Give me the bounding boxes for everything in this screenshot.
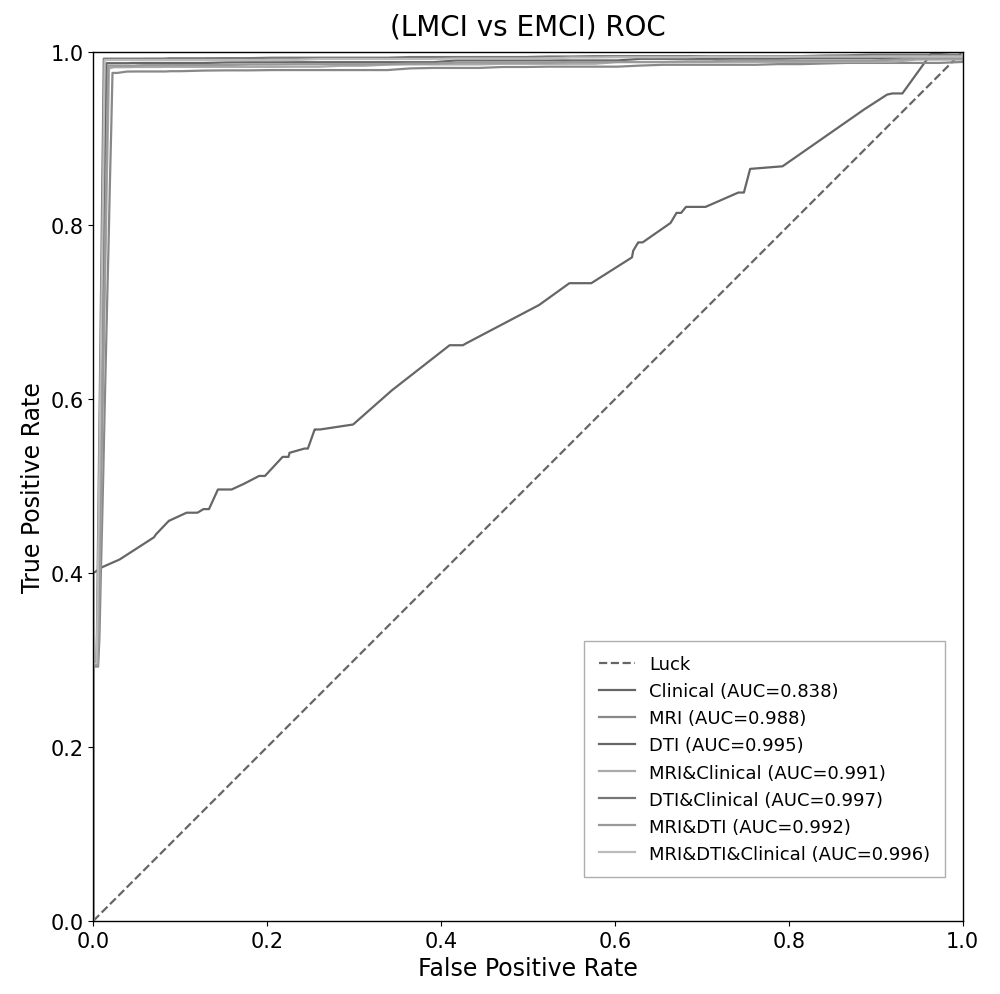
Clinical (AUC=0.838) [948, 47, 960, 59]
DTI&Clinical (AUC=0.997) [87, 914, 99, 926]
Line: MRI&Clinical (AUC=0.991): MRI&Clinical (AUC=0.991) [93, 53, 963, 920]
DTI&Clinical (AUC=0.997) [120, 54, 132, 66]
MRI (AUC=0.988) [87, 914, 99, 926]
Line: Clinical (AUC=0.838): Clinical (AUC=0.838) [93, 53, 963, 920]
MRI&DTI&Clinical (AUC=0.996) [126, 55, 138, 67]
MRI&DTI&Clinical (AUC=0.996) [96, 230, 108, 242]
DTI&Clinical (AUC=0.997) [96, 227, 108, 239]
Clinical (AUC=0.838) [253, 470, 265, 482]
MRI&DTI&Clinical (AUC=0.996) [93, 459, 105, 471]
MRI&Clinical (AUC=0.991) [87, 914, 99, 926]
MRI&DTI&Clinical (AUC=0.996) [957, 47, 969, 59]
Clinical (AUC=0.838) [221, 484, 233, 496]
MRI&Clinical (AUC=0.991) [96, 459, 108, 471]
MRI&Clinical (AUC=0.991) [91, 660, 103, 672]
DTI&Clinical (AUC=0.997) [125, 54, 137, 66]
DTI (AUC=0.995) [957, 47, 969, 59]
MRI (AUC=0.988) [103, 240, 115, 251]
MRI&DTI (AUC=0.992) [312, 60, 324, 72]
Line: DTI (AUC=0.995): DTI (AUC=0.995) [93, 53, 963, 920]
Clinical (AUC=0.838) [87, 914, 99, 926]
MRI&DTI&Clinical (AUC=0.996) [87, 914, 99, 926]
MRI (AUC=0.988) [97, 465, 109, 477]
Legend: Luck, Clinical (AUC=0.838), MRI (AUC=0.988), DTI (AUC=0.995), MRI&Clinical (AUC=: Luck, Clinical (AUC=0.838), MRI (AUC=0.9… [584, 641, 945, 877]
MRI (AUC=0.988) [126, 67, 138, 79]
MRI&DTI (AUC=0.992) [957, 47, 969, 59]
Title: (LMCI vs EMCI) ROC: (LMCI vs EMCI) ROC [390, 14, 666, 42]
MRI&DTI (AUC=0.992) [95, 459, 107, 471]
MRI&DTI&Clinical (AUC=0.996) [120, 55, 132, 67]
DTI (AUC=0.995) [94, 461, 106, 473]
MRI&Clinical (AUC=0.991) [128, 62, 140, 74]
MRI&Clinical (AUC=0.991) [312, 62, 324, 74]
MRI&DTI (AUC=0.992) [128, 61, 140, 73]
Line: MRI (AUC=0.988): MRI (AUC=0.988) [93, 53, 963, 920]
MRI&DTI (AUC=0.992) [99, 231, 111, 243]
Clinical (AUC=0.838) [744, 164, 756, 176]
MRI (AUC=0.988) [312, 65, 324, 77]
MRI&DTI&Clinical (AUC=0.996) [312, 54, 324, 66]
DTI (AUC=0.995) [312, 58, 324, 70]
DTI (AUC=0.995) [127, 58, 139, 70]
DTI (AUC=0.995) [91, 658, 103, 670]
DTI&Clinical (AUC=0.997) [312, 53, 324, 65]
MRI (AUC=0.988) [131, 67, 143, 79]
DTI (AUC=0.995) [121, 59, 133, 71]
MRI&Clinical (AUC=0.991) [100, 237, 112, 248]
DTI&Clinical (AUC=0.997) [93, 455, 105, 467]
MRI&DTI (AUC=0.992) [123, 61, 135, 73]
MRI&Clinical (AUC=0.991) [123, 63, 135, 75]
Line: MRI&DTI&Clinical (AUC=0.996): MRI&DTI&Clinical (AUC=0.996) [93, 53, 963, 920]
DTI (AUC=0.995) [87, 914, 99, 926]
MRI&DTI (AUC=0.992) [91, 659, 103, 671]
Y-axis label: True Positive Rate: True Positive Rate [21, 382, 45, 592]
DTI (AUC=0.995) [98, 230, 110, 242]
Clinical (AUC=0.838) [957, 47, 969, 59]
MRI&Clinical (AUC=0.991) [957, 47, 969, 59]
MRI (AUC=0.988) [92, 661, 104, 673]
Clinical (AUC=0.838) [925, 49, 937, 61]
MRI&DTI (AUC=0.992) [87, 914, 99, 926]
MRI (AUC=0.988) [957, 47, 969, 59]
Line: MRI&DTI (AUC=0.992): MRI&DTI (AUC=0.992) [93, 53, 963, 920]
Clinical (AUC=0.838) [310, 424, 322, 436]
MRI&DTI&Clinical (AUC=0.996) [90, 658, 102, 670]
X-axis label: False Positive Rate: False Positive Rate [418, 956, 638, 980]
Line: DTI&Clinical (AUC=0.997): DTI&Clinical (AUC=0.997) [93, 53, 963, 920]
DTI&Clinical (AUC=0.997) [90, 657, 102, 669]
Clinical (AUC=0.838) [444, 340, 456, 352]
DTI&Clinical (AUC=0.997) [957, 47, 969, 59]
